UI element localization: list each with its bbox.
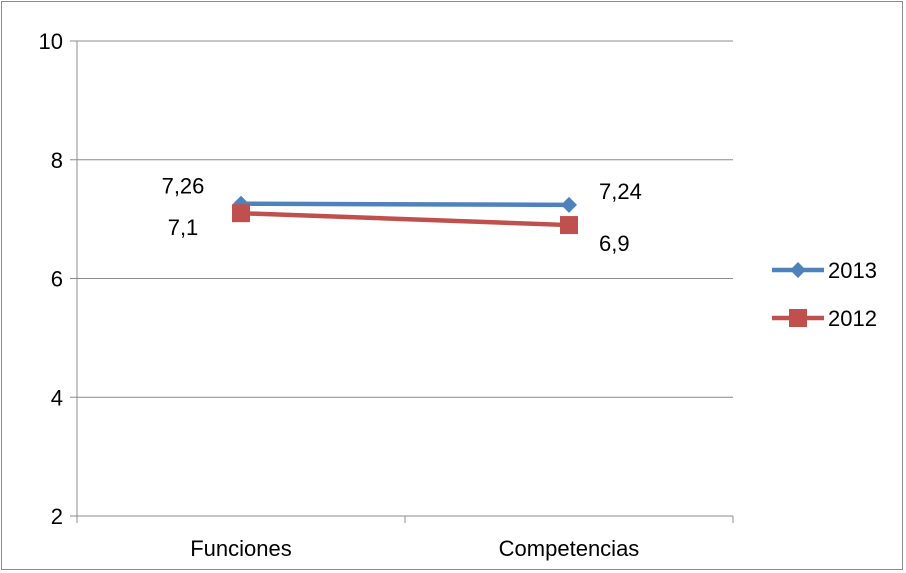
x-category-label: Competencias xyxy=(499,536,640,561)
y-tick-label: 2 xyxy=(51,504,63,529)
data-label-2013: 7,24 xyxy=(599,179,642,204)
series-line-2012 xyxy=(240,210,570,228)
x-category-label: Funciones xyxy=(190,536,292,561)
legend-marker-2012 xyxy=(789,309,807,327)
legend-marker-2013 xyxy=(790,262,806,278)
data-point-2013 xyxy=(561,196,577,213)
data-label-2012: 6,9 xyxy=(599,231,630,256)
data-label-2013: 7,26 xyxy=(162,174,205,199)
y-tick-label: 8 xyxy=(51,148,63,173)
data-point-2012 xyxy=(232,204,250,223)
series-line-2013 xyxy=(240,201,570,208)
data-label-2012: 7,1 xyxy=(168,215,199,240)
y-tick-label: 4 xyxy=(51,385,63,410)
legend-label-2013: 2013 xyxy=(828,258,877,283)
data-point-2012 xyxy=(560,216,578,235)
y-tick-label: 10 xyxy=(39,29,63,54)
y-tick-label: 6 xyxy=(51,267,63,292)
legend-label-2012: 2012 xyxy=(828,306,877,331)
